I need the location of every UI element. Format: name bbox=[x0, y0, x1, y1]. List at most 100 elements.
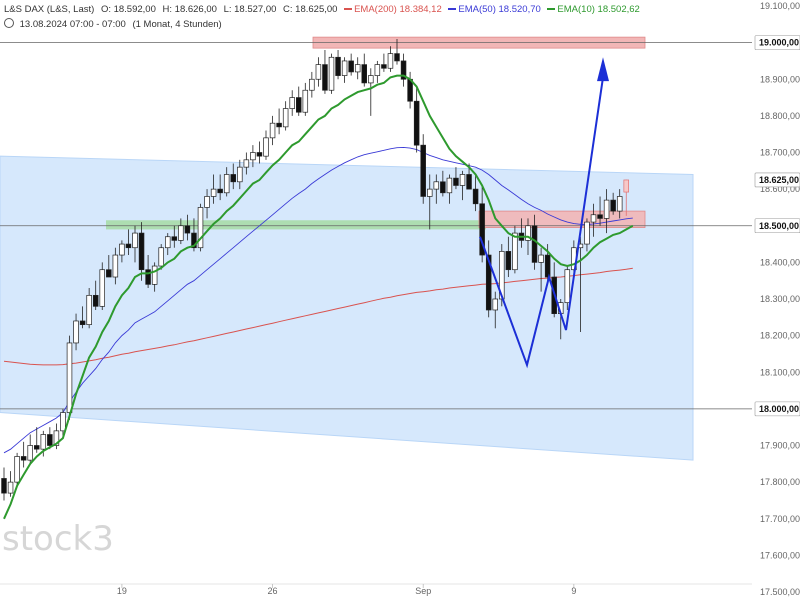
candle bbox=[112, 247, 119, 285]
candle bbox=[374, 60, 381, 83]
candle bbox=[531, 214, 538, 270]
candle-body bbox=[158, 247, 164, 267]
candle-body bbox=[590, 214, 597, 223]
candle-body bbox=[210, 188, 217, 197]
candle-body bbox=[237, 166, 243, 183]
candle-body bbox=[269, 122, 276, 139]
candle-body bbox=[433, 181, 440, 190]
candle bbox=[485, 240, 492, 318]
candle-body bbox=[165, 236, 171, 249]
level-tag-text: 18.000,00 bbox=[759, 404, 799, 414]
candle bbox=[315, 57, 322, 87]
y-tick-label: 18.400,00 bbox=[760, 257, 800, 267]
candle-body bbox=[348, 60, 354, 73]
candle-body bbox=[322, 64, 328, 91]
candle bbox=[125, 229, 132, 256]
w-pattern-drawing bbox=[479, 236, 567, 369]
candle bbox=[33, 427, 40, 453]
candle bbox=[453, 167, 459, 190]
candle-body bbox=[99, 269, 105, 307]
candle-body bbox=[256, 152, 263, 157]
low-value: L: 18.527,00 bbox=[223, 4, 277, 15]
candle-body bbox=[512, 232, 518, 271]
level-tag: 18.500,00 bbox=[754, 218, 800, 234]
y-tick-label: 18.100,00 bbox=[760, 367, 800, 377]
candle bbox=[368, 68, 374, 116]
candle bbox=[322, 49, 328, 94]
candle-body bbox=[492, 298, 499, 311]
legend-line-2: 13.08.2024 07:00 - 07:00 (1 Monat, 4 Stu… bbox=[4, 18, 226, 30]
last-price-tag-box bbox=[754, 172, 800, 188]
candle-body bbox=[603, 199, 610, 219]
clock-icon bbox=[4, 18, 14, 28]
candle-body bbox=[171, 236, 178, 241]
candle-body bbox=[79, 320, 86, 325]
candle-body bbox=[151, 265, 158, 285]
close-value: C: 18.625,00 bbox=[283, 4, 338, 15]
period: (1 Monat, 4 Stunden) bbox=[132, 19, 222, 30]
level-tag-text: 18.500,00 bbox=[759, 221, 799, 231]
ema50-value: 18.520,70 bbox=[498, 4, 541, 15]
candle-body bbox=[309, 78, 315, 91]
candle-body bbox=[223, 174, 230, 194]
x-tick-label: 26 bbox=[268, 586, 278, 596]
candle bbox=[512, 225, 518, 274]
candle-body bbox=[263, 137, 269, 157]
candle bbox=[446, 174, 453, 204]
level-tag: 19.000,00 bbox=[754, 35, 800, 50]
level-tag-text: 19.000,00 bbox=[759, 38, 799, 48]
candle bbox=[348, 53, 354, 76]
candle-body bbox=[623, 179, 629, 193]
ema200-label: EMA(200) bbox=[354, 4, 397, 15]
y-tick-label: 17.700,00 bbox=[760, 514, 800, 524]
candle bbox=[184, 214, 191, 241]
ema50-line bbox=[3, 146, 633, 454]
candle bbox=[119, 240, 125, 263]
candle-body bbox=[354, 64, 361, 73]
candle-body bbox=[505, 251, 512, 271]
candle bbox=[79, 306, 86, 329]
instrument-name[interactable]: L&S DAX (L&S, Last) bbox=[4, 4, 95, 15]
candle bbox=[590, 203, 597, 237]
candle-body bbox=[282, 108, 289, 128]
candle bbox=[99, 262, 105, 310]
candle bbox=[420, 134, 426, 204]
candle-body bbox=[86, 294, 92, 325]
ema200-line bbox=[3, 267, 633, 366]
candle-body bbox=[466, 174, 472, 190]
candle-body bbox=[335, 56, 341, 76]
candle bbox=[14, 452, 20, 486]
candle bbox=[1, 467, 7, 501]
candle bbox=[20, 441, 27, 468]
candle bbox=[354, 57, 361, 80]
ema50-legend[interactable]: EMA(50) 18.520,70 bbox=[448, 4, 541, 15]
y-tick-label: 18.900,00 bbox=[760, 74, 800, 84]
candle-body bbox=[14, 456, 20, 483]
candle bbox=[387, 46, 394, 72]
x-tick-label: 19 bbox=[117, 586, 127, 596]
trend-channel bbox=[0, 155, 694, 461]
arrow-head-icon bbox=[597, 57, 609, 82]
ema10-legend[interactable]: EMA(10) 18.502,62 bbox=[547, 4, 640, 15]
candle bbox=[472, 174, 479, 212]
candle-body bbox=[20, 456, 27, 461]
candle-body bbox=[341, 60, 348, 76]
candle bbox=[459, 170, 466, 201]
candle-body bbox=[243, 159, 250, 168]
y-tick-label: 18.600,00 bbox=[760, 184, 800, 194]
candle-body bbox=[525, 225, 531, 241]
open-value: O: 18.592,00 bbox=[100, 4, 156, 15]
y-tick-label: 19.100,00 bbox=[760, 1, 800, 11]
candle bbox=[165, 233, 171, 256]
candle-body bbox=[178, 225, 184, 241]
candle bbox=[158, 244, 164, 270]
price-axis[interactable] bbox=[752, 0, 800, 600]
candle bbox=[256, 141, 263, 164]
ema200-legend[interactable]: EMA(200) 18.384,12 bbox=[344, 4, 442, 15]
candle-body bbox=[47, 434, 53, 446]
candle bbox=[138, 222, 145, 281]
candle bbox=[178, 218, 184, 245]
y-tick-label: 18.300,00 bbox=[760, 294, 800, 304]
candle bbox=[381, 53, 387, 72]
